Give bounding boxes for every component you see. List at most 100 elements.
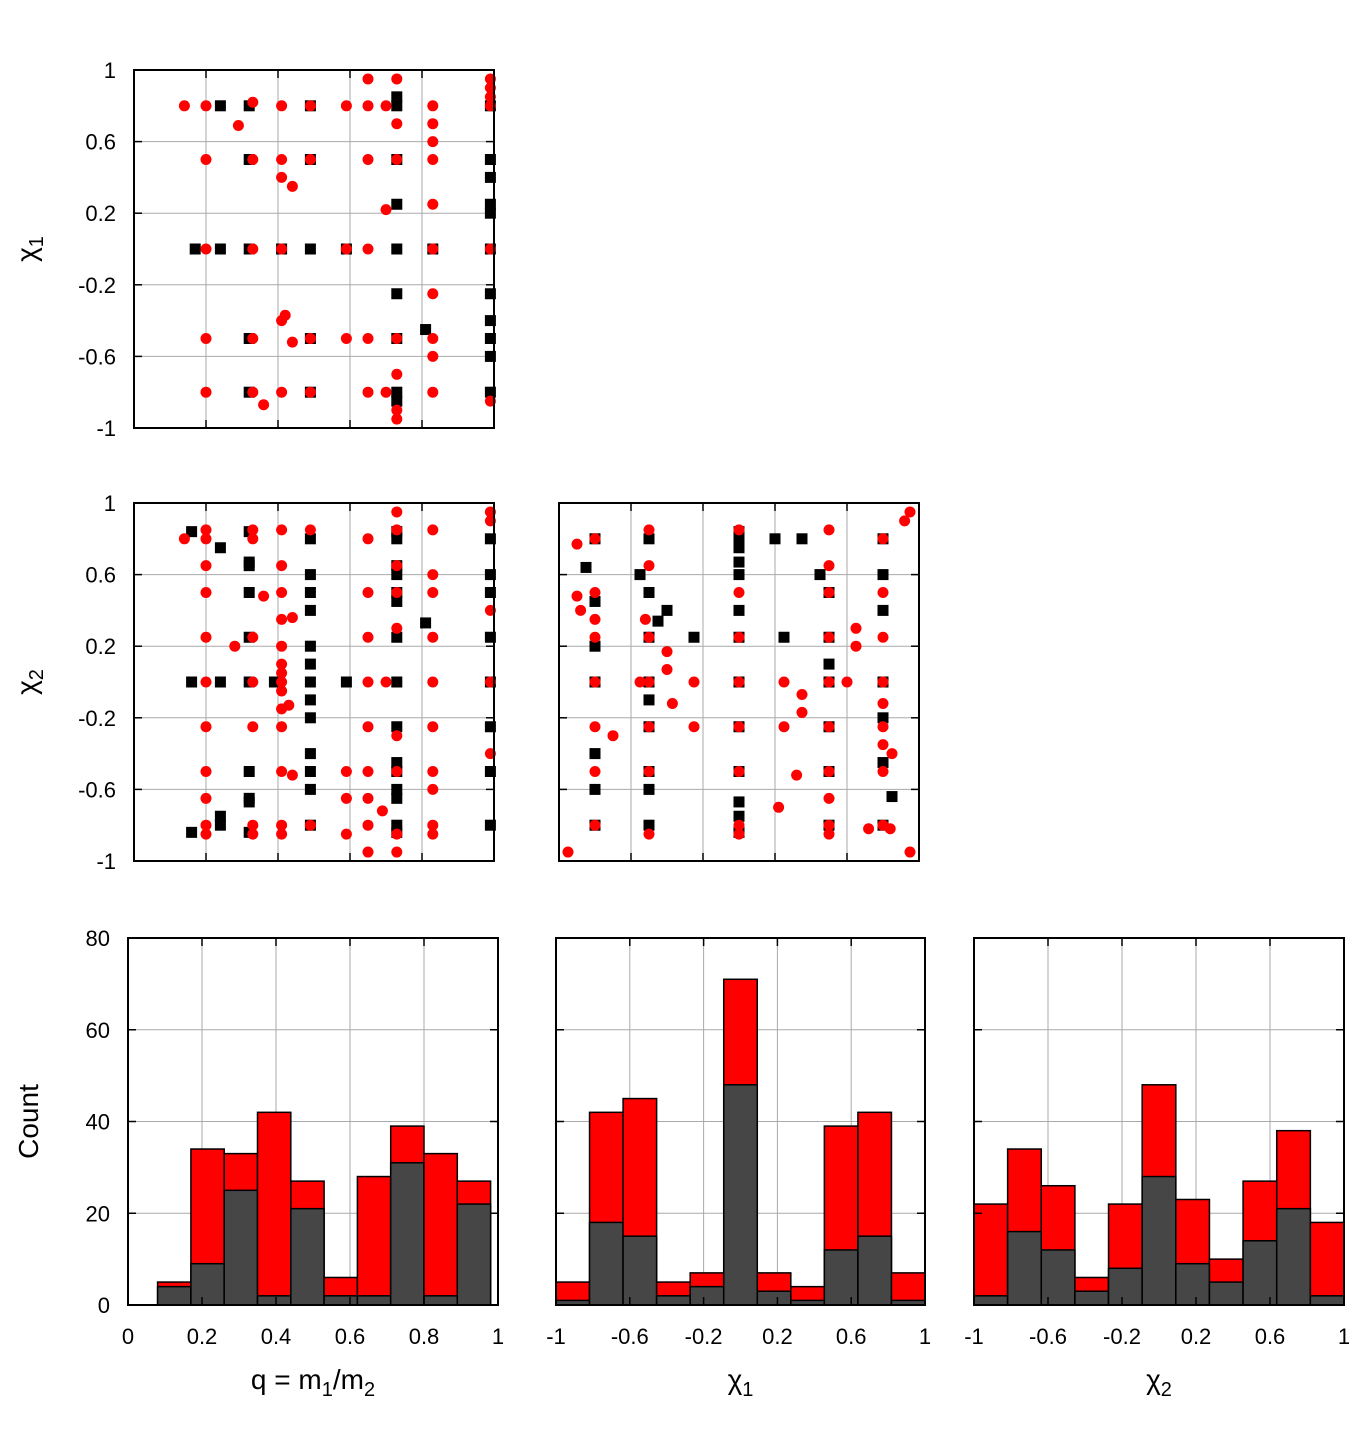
scatter-point-red	[362, 243, 374, 255]
histogram-bar-subset	[1309, 1295, 1345, 1306]
scatter-point-red	[276, 524, 288, 536]
y-axis-label: Count	[13, 1084, 44, 1159]
scatter-point-red	[200, 100, 212, 112]
x-tick-label: 0.6	[1255, 1324, 1286, 1349]
scatter-point-red	[427, 136, 439, 148]
scatter-point-black	[733, 556, 745, 568]
scatter-point-red	[276, 828, 288, 840]
scatter-point-red	[200, 792, 212, 804]
y-tick-label: 40	[86, 1110, 110, 1135]
scatter-point-red	[247, 828, 259, 840]
scatter-point-red	[276, 640, 288, 652]
scatter-point-black	[243, 766, 255, 777]
scatter-point-red	[362, 721, 374, 733]
scatter-point-red	[571, 538, 583, 550]
y-tick-label: 0.2	[85, 634, 116, 659]
scatter-point-black	[420, 324, 432, 336]
scatter-point-red	[391, 404, 403, 416]
scatter-point-black	[186, 676, 198, 688]
scatter-point-black	[877, 757, 889, 769]
scatter-point-red	[823, 524, 835, 536]
scatter-point-red	[733, 631, 745, 643]
plot-frame	[558, 502, 920, 862]
scatter-point-red	[904, 506, 916, 518]
scatter-point-red	[571, 590, 583, 602]
histogram-bar-subset	[973, 1295, 1009, 1306]
scatter-point-black	[661, 604, 673, 616]
scatter-point-red	[773, 801, 785, 813]
scatter-point-red	[247, 819, 259, 831]
scatter-point-red	[247, 386, 259, 398]
scatter-point-red	[200, 676, 212, 688]
scatter-point-red	[427, 819, 439, 831]
histogram-bar-subset	[756, 1290, 792, 1306]
x-tick-label: -0.2	[1103, 1324, 1141, 1349]
scatter-point-red	[258, 590, 270, 602]
scatter-point-red	[200, 721, 212, 733]
scatter-point-red	[340, 243, 352, 255]
x-tick-label: 0.2	[762, 1324, 793, 1349]
scatter-point-red	[427, 350, 439, 362]
scatter-point-black	[304, 783, 316, 795]
scatter-point-black	[304, 587, 316, 598]
scatter-point-red	[427, 198, 439, 210]
scatter-point-black	[589, 595, 601, 607]
scatter-point-red	[796, 706, 808, 718]
scatter-point-red	[391, 587, 403, 598]
scatter-point-black	[214, 810, 226, 822]
scatter-point-red	[427, 783, 439, 795]
scatter-point-red	[427, 333, 439, 344]
scatter-point-red	[733, 766, 745, 777]
histogram-bar-subset	[290, 1207, 325, 1306]
scatter-point-red	[733, 676, 745, 688]
scatter-point-black	[484, 333, 496, 344]
scatter-point-red	[279, 309, 291, 321]
scatter-point-red	[643, 721, 655, 733]
scatter-point-red	[276, 721, 288, 733]
scatter-point-black	[268, 676, 280, 688]
scatter-point-black	[340, 676, 352, 688]
y-tick-label: 60	[86, 1018, 110, 1043]
scatter-point-red	[427, 766, 439, 777]
scatter-point-black	[304, 766, 316, 777]
histogram-bar-subset	[1141, 1175, 1177, 1306]
scatter-point-red	[391, 73, 403, 85]
scatter-point-red	[391, 154, 403, 165]
x-tick-label: -1	[964, 1324, 984, 1349]
plot-frame	[133, 502, 495, 862]
x-tick-label: -0.2	[685, 1324, 723, 1349]
y-tick-label: 0.2	[85, 201, 116, 226]
scatter-point-red	[877, 697, 889, 709]
scatter-point-black	[214, 676, 226, 688]
scatter-point-red	[823, 792, 835, 804]
x-axis-label: χ2	[1146, 1364, 1172, 1401]
x-tick-label: 0.8	[409, 1324, 440, 1349]
histogram-bar-subset	[722, 1084, 759, 1306]
scatter-point-red	[427, 524, 439, 536]
scatter-point-red	[427, 100, 439, 112]
scatter-point-black	[877, 712, 889, 724]
y-tick-label: -1	[96, 849, 116, 874]
scatter-point-black	[391, 386, 403, 398]
y-tick-label: 0.6	[85, 130, 116, 155]
scatter-point-red	[362, 766, 374, 777]
scatter-point-black	[186, 826, 198, 838]
scatter-point-red	[733, 587, 745, 598]
scatter-point-red	[362, 154, 374, 165]
scatter-point-black	[733, 569, 745, 581]
histogram-bar-subset	[356, 1295, 392, 1306]
scatter-point-red	[427, 569, 439, 581]
axis-label-subscript: 2	[26, 669, 48, 680]
scatter-point-red	[733, 524, 745, 536]
histogram-bar-subset	[1175, 1262, 1211, 1306]
scatter-point-red	[200, 560, 212, 572]
scatter-point-red	[200, 154, 212, 165]
scatter-point-red	[877, 766, 889, 777]
scatter-point-red	[666, 697, 678, 709]
scatter-point-black	[643, 694, 655, 706]
histogram-bar-subset	[190, 1262, 225, 1306]
histogram-bar-subset	[857, 1235, 893, 1306]
scatter-point-red	[276, 100, 288, 112]
scatter-point-black	[420, 617, 432, 629]
scatter-point-red	[362, 631, 374, 643]
